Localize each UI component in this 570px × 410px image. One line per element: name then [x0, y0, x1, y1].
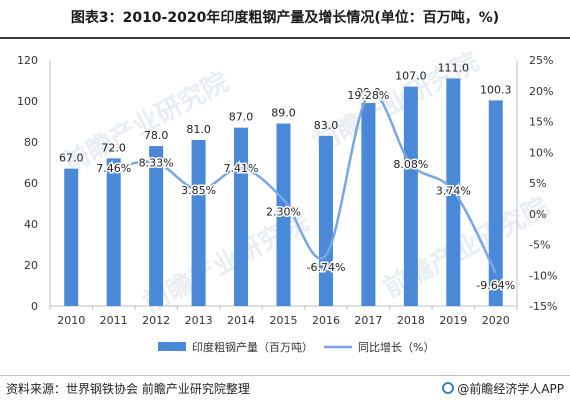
bar-value-label: 87.0	[229, 111, 254, 124]
source-note: 资料来源：世界钢铁协会 前瞻产业研究院整理	[6, 382, 250, 396]
bar-value-label: 72.0	[101, 141, 126, 154]
y-right-tick-label: 20%	[529, 85, 553, 98]
bar	[318, 135, 333, 306]
bar	[191, 139, 206, 306]
x-tick-label: 2014	[227, 314, 255, 327]
chart-title: 图表3：2010-2020年印度粗钢产量及增长情况(单位：百万吨，%)	[70, 10, 500, 26]
line-value-label: 19.28%	[347, 89, 389, 102]
bar	[64, 168, 79, 306]
bar-value-label: 99.0	[356, 86, 381, 99]
x-tick-label: 2010	[57, 314, 85, 327]
x-tick-label: 2020	[482, 314, 510, 327]
y-right-tick-label: -5%	[529, 239, 550, 252]
line-value-label: 3.74%	[436, 185, 471, 198]
y-right-tick-label: 15%	[529, 116, 553, 129]
bar	[106, 158, 121, 306]
x-tick-label: 2011	[100, 314, 128, 327]
growth-line	[113, 91, 497, 274]
line-value-label: -6.74%	[306, 261, 345, 274]
y-left-tick-label: 20	[24, 259, 38, 272]
footer-divider	[0, 375, 570, 376]
bar-value-label: 89.0	[271, 107, 296, 120]
y-right-tick-label: 0%	[529, 208, 546, 221]
bar-value-label: 83.0	[314, 119, 339, 132]
line-value-label: 8.33%	[139, 157, 174, 170]
x-tick-label: 2016	[312, 314, 340, 327]
y-left-tick-label: 100	[17, 95, 38, 108]
y-left-tick-label: 120	[17, 54, 38, 67]
bar-value-label: 67.0	[59, 152, 84, 165]
x-tick-label: 2012	[142, 314, 170, 327]
x-tick-label: 2013	[185, 314, 213, 327]
brand-label: @前瞻经济学人APP	[457, 382, 564, 396]
bar	[361, 103, 376, 306]
line-value-label: 7.41%	[224, 162, 259, 175]
line-value-label: 8.08%	[393, 158, 428, 171]
bar	[488, 100, 503, 306]
bar-value-label: 81.0	[186, 123, 211, 136]
legend-bar-swatch	[158, 342, 186, 351]
title-divider	[0, 37, 570, 39]
y-left-tick-label: 40	[24, 218, 38, 231]
legend-line-label: 同比增长（%）	[358, 340, 434, 354]
bar	[276, 123, 291, 306]
x-tick-label: 2018	[397, 314, 425, 327]
bar	[403, 86, 418, 307]
y-right-tick-label: 5%	[529, 177, 546, 190]
y-left-tick-label: 0	[31, 300, 38, 313]
y-right-tick-label: 10%	[529, 146, 553, 159]
bar-value-label: 100.3	[480, 83, 512, 96]
line-value-label: 2.30%	[266, 206, 301, 219]
bar	[149, 146, 164, 306]
x-tick-label: 2015	[270, 314, 298, 327]
line-value-label: 7.46%	[96, 162, 131, 175]
brand-credit: @前瞻经济学人APP	[442, 380, 564, 397]
bar-value-label: 111.0	[438, 61, 470, 74]
y-right-tick-label: 25%	[529, 54, 553, 67]
line-value-label: 3.85%	[181, 184, 216, 197]
line-value-label: -9.64%	[476, 279, 515, 292]
x-tick-label: 2019	[439, 314, 467, 327]
bar-value-label: 78.0	[144, 129, 169, 142]
bar	[234, 127, 249, 307]
legend-bar-label: 印度粗钢产量（百万吨）	[192, 340, 313, 354]
y-left-tick-label: 60	[24, 177, 38, 190]
y-right-tick-label: -15%	[529, 300, 557, 313]
y-right-tick-label: -10%	[529, 269, 557, 282]
bar-value-label: 107.0	[395, 70, 427, 83]
x-tick-label: 2017	[354, 314, 382, 327]
y-left-tick-label: 80	[24, 136, 38, 149]
brand-logo-icon	[442, 382, 455, 394]
